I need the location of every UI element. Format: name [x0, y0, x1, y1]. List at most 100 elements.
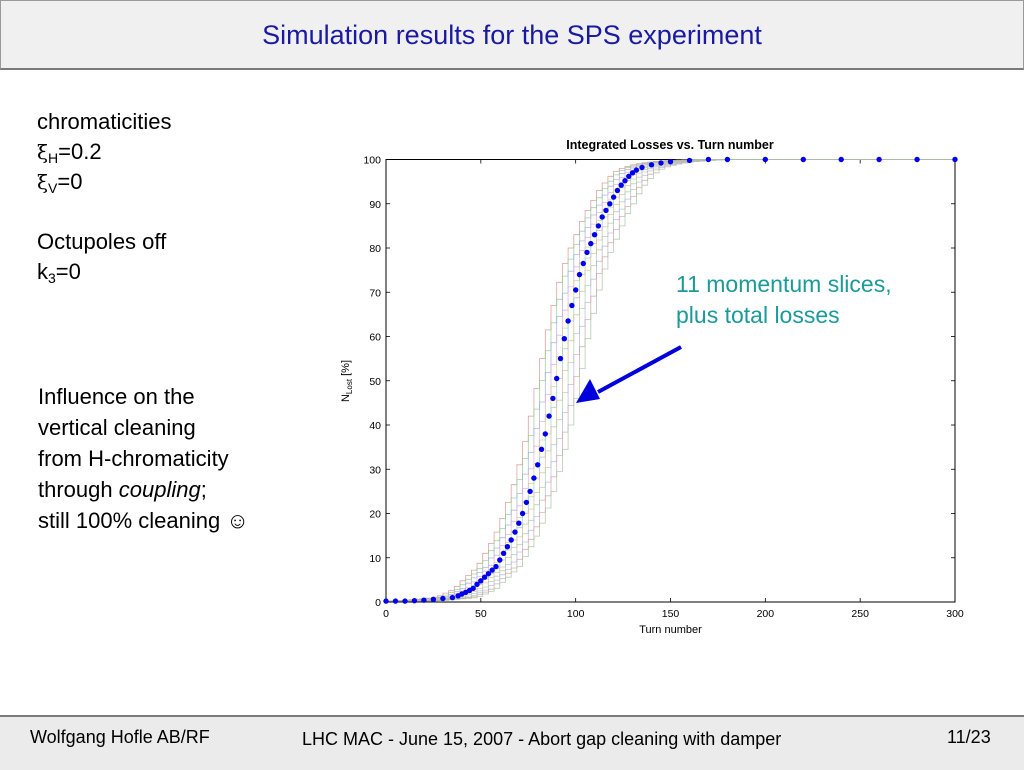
- footer-event: LHC MAC - June 15, 2007 - Abort gap clea…: [302, 729, 782, 749]
- spacer: [37, 197, 171, 227]
- xi-symbol: ξ: [37, 140, 49, 164]
- data-point: [667, 159, 674, 165]
- y-tick-label: 30: [369, 464, 381, 476]
- momentum-slice-curves: [386, 159, 955, 602]
- data-point: [421, 597, 427, 603]
- octupoles-line: Octupoles off: [37, 229, 167, 254]
- data-point: [500, 550, 507, 556]
- annotation-arrow-head: [576, 379, 600, 403]
- data-point: [489, 567, 495, 573]
- xi-v-line: ξV=0: [37, 167, 171, 197]
- x-tick-label: 0: [383, 608, 389, 620]
- momentum-slice-curve: [386, 159, 955, 602]
- data-point: [626, 173, 632, 179]
- data-point: [516, 520, 522, 526]
- momentum-slice-curve: [386, 159, 955, 602]
- data-point: [614, 187, 621, 194]
- data-point: [633, 167, 640, 173]
- data-point: [618, 182, 624, 188]
- xi-h-line: ξH=0.2: [37, 137, 171, 167]
- y-tick-label: 60: [369, 332, 381, 344]
- influence-line: from H-chromaticity: [38, 446, 229, 471]
- data-point: [554, 375, 560, 382]
- data-point: [383, 598, 389, 604]
- data-point: [481, 574, 488, 580]
- data-point: [546, 413, 552, 419]
- data-point: [648, 162, 655, 168]
- data-point: [519, 510, 526, 517]
- data-point: [762, 156, 768, 163]
- y-tick-label: 100: [363, 155, 381, 167]
- footer-page-number: 11/23: [947, 727, 991, 747]
- data-point: [392, 598, 399, 604]
- momentum-slice-curve: [386, 159, 955, 602]
- momentum-slice-curve: [386, 159, 955, 602]
- y-tick-label: 40: [369, 420, 381, 432]
- annotation-arrow-line: [597, 345, 682, 394]
- data-point: [622, 178, 628, 184]
- y-label-sub: Lost: [345, 378, 354, 394]
- footer: Wolfgang Hofle AB/RF LHC MAC - June 15, …: [0, 715, 1024, 770]
- x-tick-label: 150: [662, 608, 680, 620]
- data-point: [610, 194, 617, 200]
- axis-ticks: 0 50 100 150 200 250 300 0 10 20 30 40 50 60 70 80 90 100: [363, 155, 963, 621]
- data-point: [478, 578, 484, 584]
- data-point: [599, 214, 605, 220]
- influence-line: through coupling;: [38, 474, 249, 505]
- data-point: [569, 302, 575, 309]
- momentum-slice-curve: [386, 159, 955, 602]
- data-point: [527, 488, 533, 495]
- y-tick-label: 90: [369, 199, 381, 211]
- y-label-main: N: [340, 394, 352, 402]
- momentum-slice-curve: [386, 159, 955, 602]
- data-point: [686, 157, 693, 164]
- influence-line: Influence on the: [38, 384, 195, 409]
- data-point: [561, 336, 567, 342]
- data-point: [591, 232, 598, 238]
- k-subscript: 3: [48, 270, 56, 286]
- data-point: [504, 544, 511, 550]
- x-tick-label: 300: [946, 608, 964, 620]
- data-point: [952, 156, 958, 163]
- x-axis-label: Turn number: [639, 624, 702, 636]
- data-point: [658, 160, 664, 166]
- momentum-slice-curve: [386, 159, 955, 602]
- data-point: [542, 431, 548, 437]
- influence-text: Influence on the vertical cleaning from …: [38, 381, 249, 536]
- data-point: [538, 446, 545, 452]
- data-point: [493, 563, 499, 570]
- x-tick-label: 200: [757, 608, 775, 620]
- data-point: [838, 156, 844, 163]
- data-point: [474, 581, 480, 587]
- annotation-line: plus total losses: [676, 302, 840, 328]
- xi-symbol: ξ: [37, 170, 49, 194]
- annotation-text: 11 momentum slices, plus total losses: [676, 269, 892, 331]
- footer-author: Wolfgang Hofle AB/RF: [30, 727, 210, 747]
- data-point: [485, 571, 492, 577]
- influence-line: vertical cleaning: [38, 415, 196, 440]
- data-point: [595, 223, 602, 229]
- data-point: [580, 260, 586, 267]
- momentum-slice-curve: [386, 159, 955, 602]
- data-point: [449, 594, 456, 601]
- xi-v-subscript: V: [48, 180, 58, 196]
- k-symbol: k: [37, 259, 48, 284]
- data-point: [508, 537, 514, 543]
- data-point: [914, 156, 920, 163]
- data-point: [724, 156, 731, 163]
- annotation-line: 11 momentum slices,: [676, 271, 892, 297]
- y-tick-label: 70: [369, 287, 381, 299]
- momentum-slice-curve: [386, 159, 955, 602]
- xi-h-value: =0.2: [58, 139, 102, 164]
- influence-prefix: through: [38, 477, 119, 502]
- slide-title: Simulation results for the SPS experimen…: [262, 20, 762, 50]
- plot-frame: [385, 159, 956, 603]
- data-point: [402, 598, 408, 604]
- data-point: [512, 529, 518, 535]
- xi-h-subscript: H: [48, 150, 59, 166]
- influence-line: still 100% cleaning ☺: [38, 508, 249, 533]
- data-point: [607, 201, 613, 207]
- data-point: [557, 355, 564, 362]
- data-point: [629, 170, 636, 176]
- data-point: [603, 207, 609, 214]
